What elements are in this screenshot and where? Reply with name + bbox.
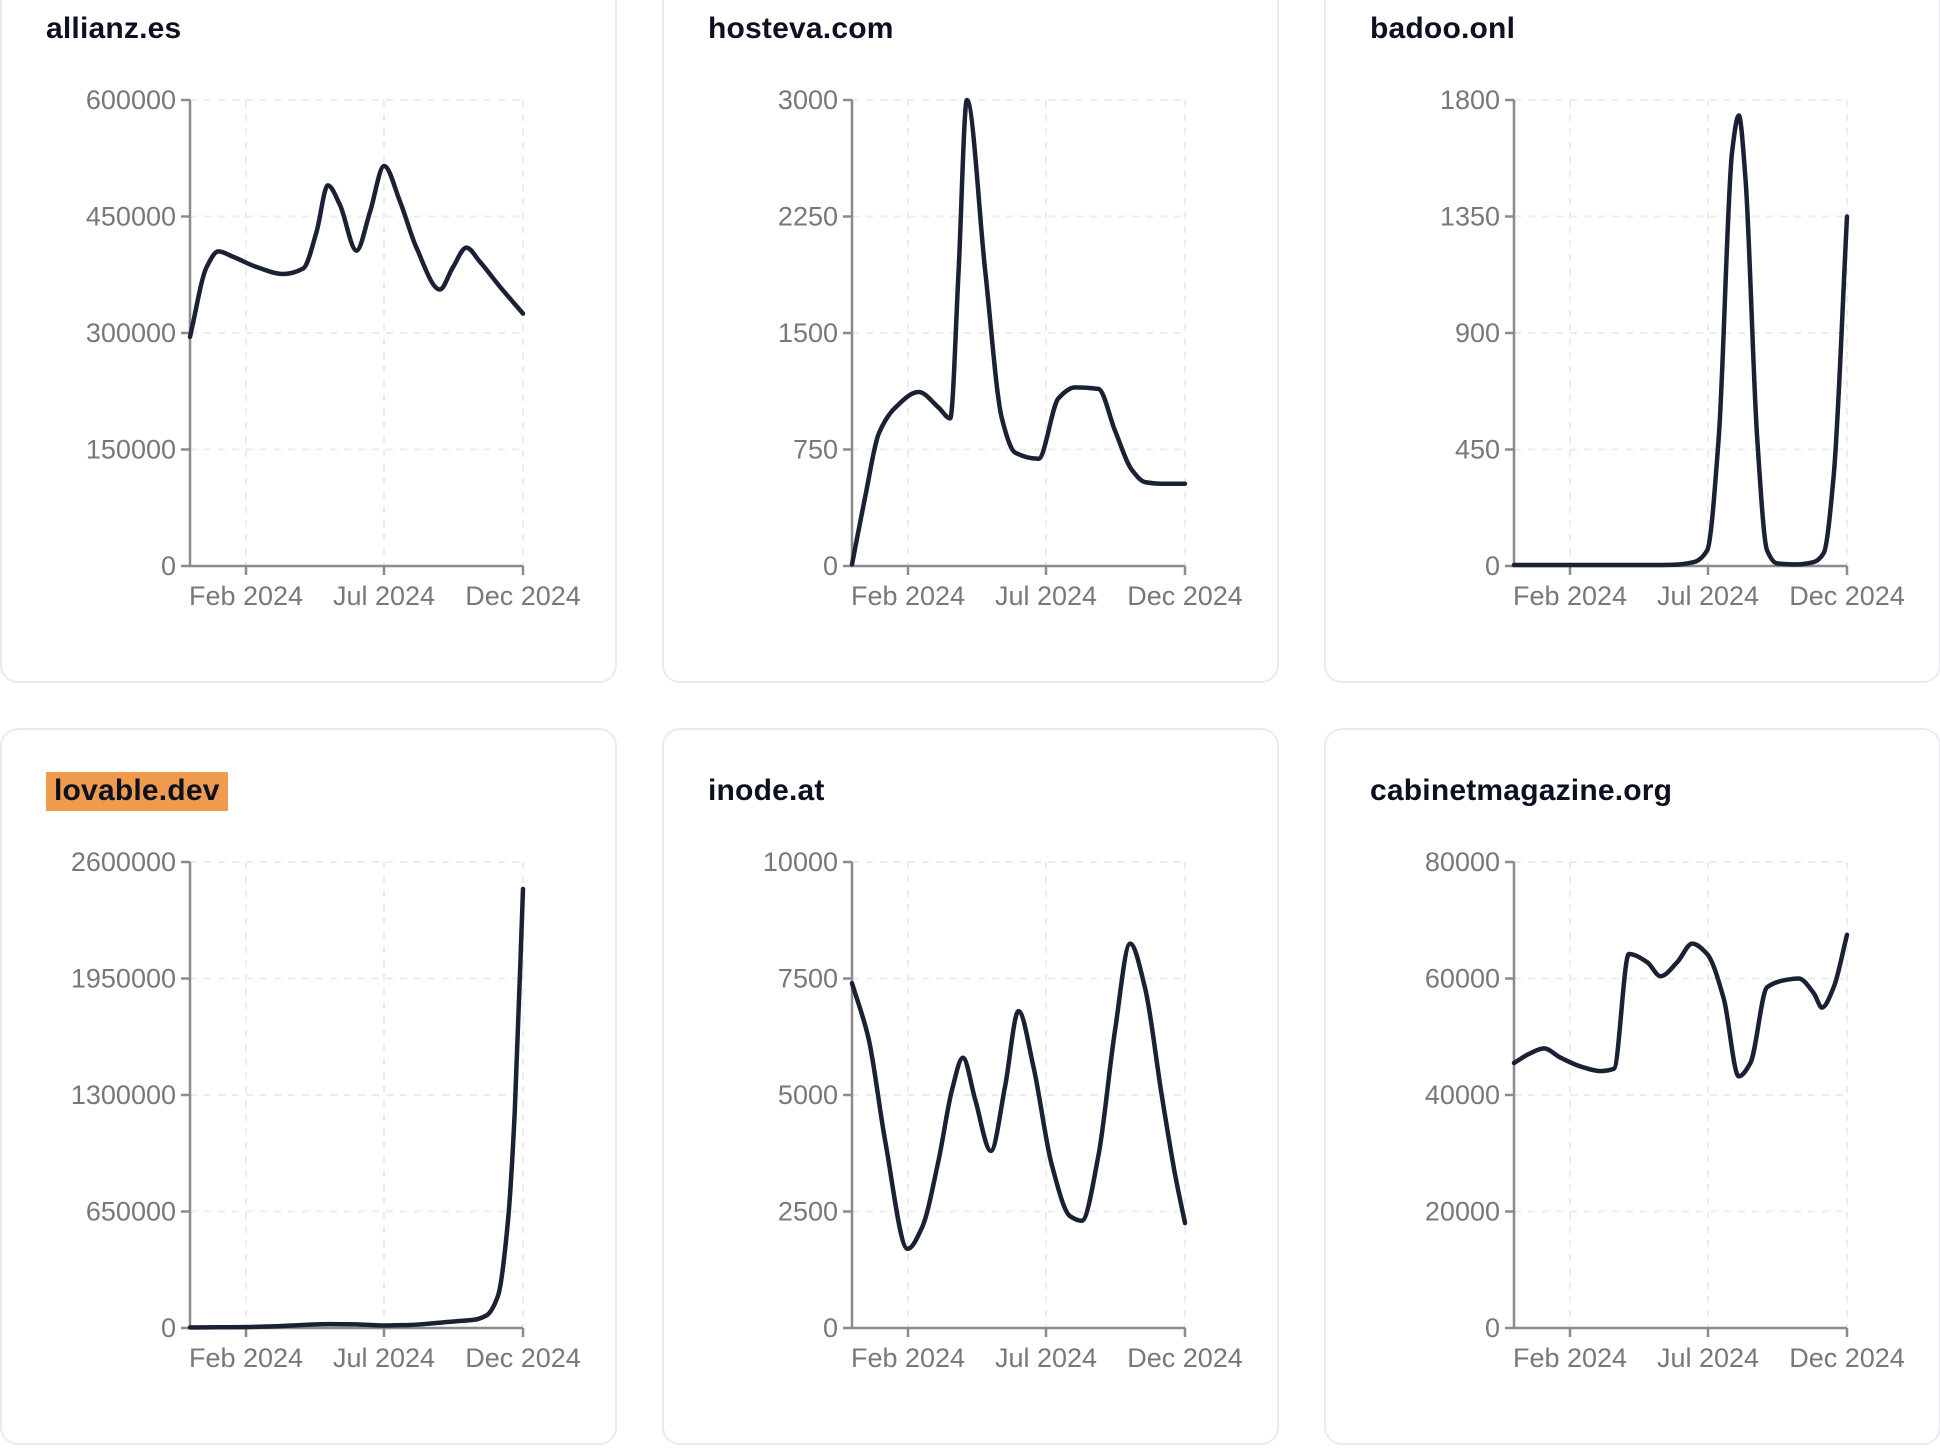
- y-axis-tick-label: 450000: [86, 202, 176, 232]
- chart-title: cabinetmagazine.org: [1370, 774, 1673, 807]
- y-axis-tick-label: 80000: [1425, 847, 1500, 877]
- y-axis-tick-label: 0: [1485, 1313, 1500, 1343]
- x-axis-tick-label: Feb 2024: [1513, 581, 1627, 611]
- chart-title-row: allianz.es: [2, 0, 615, 48]
- chart-title: allianz.es: [46, 12, 182, 45]
- x-axis-tick-label: Jul 2024: [995, 581, 1097, 611]
- chart-title-row: hosteva.com: [664, 0, 1277, 48]
- y-axis-tick-label: 1350: [1440, 202, 1500, 232]
- y-axis-tick-label: 900: [1455, 318, 1500, 348]
- y-axis-tick-label: 450: [1455, 435, 1500, 465]
- y-axis-tick-label: 1500: [778, 318, 838, 348]
- chart-line-series: [1511, 113, 1850, 568]
- chart-card: badoo.onl 0 450 900 1350 1800 Feb 2024 Jul 2024…: [1324, 0, 1940, 683]
- line-chart: 0 2500 5000 7500 10000 Feb 2024 Jul 2024 Dec 20…: [763, 847, 1243, 1373]
- y-axis-tick-label: 0: [161, 551, 176, 581]
- chart-line-series: [187, 886, 526, 1330]
- chart-title: hosteva.com: [708, 12, 894, 45]
- chart-title-row: inode.at: [664, 730, 1277, 810]
- y-axis-tick-label: 750: [793, 435, 838, 465]
- y-axis-tick-label: 0: [1485, 551, 1500, 581]
- y-axis-tick-label: 150000: [86, 435, 176, 465]
- x-axis-tick-label: Feb 2024: [189, 1343, 303, 1373]
- chart-line-series: [849, 97, 1188, 567]
- line-chart: 0 750 1500 2250 3000 Feb 2024 Jul 2024 Dec 2024: [778, 85, 1243, 611]
- x-axis-tick-label: Dec 2024: [465, 1343, 581, 1373]
- x-axis-tick-label: Dec 2024: [1127, 581, 1243, 611]
- chart-title-row: cabinetmagazine.org: [1326, 730, 1939, 810]
- line-chart: 0 150000 300000 450000 600000 Feb 2024 Jul 202…: [86, 85, 581, 611]
- x-axis-tick-label: Jul 2024: [333, 1343, 435, 1373]
- y-axis-tick-label: 20000: [1425, 1197, 1500, 1227]
- y-axis-tick-label: 7500: [778, 964, 838, 994]
- chart-card: hosteva.com 0 750 1500 2250 3000 Feb 2024 Jul 2…: [662, 0, 1279, 683]
- y-axis-tick-label: 10000: [763, 847, 838, 877]
- chart-card: cabinetmagazine.org 0 20000 40000 60000 80000…: [1324, 728, 1940, 1445]
- y-axis-tick-label: 650000: [86, 1197, 176, 1227]
- x-axis-tick-label: Jul 2024: [1657, 1343, 1759, 1373]
- y-axis-tick-label: 1950000: [71, 964, 176, 994]
- y-axis-tick-label: 600000: [86, 85, 176, 115]
- x-axis-tick-label: Dec 2024: [1127, 1343, 1243, 1373]
- y-axis-tick-label: 2250: [778, 202, 838, 232]
- y-axis-tick-label: 0: [161, 1313, 176, 1343]
- y-axis-tick-label: 60000: [1425, 964, 1500, 994]
- chart-title: inode.at: [708, 774, 825, 807]
- x-axis-tick-label: Feb 2024: [851, 581, 965, 611]
- y-axis-tick-label: 2500: [778, 1197, 838, 1227]
- line-chart: 0 450 900 1350 1800 Feb 2024 Jul 2024 Dec 2024: [1440, 85, 1905, 611]
- chart-title-highlighted: lovable.dev: [46, 772, 228, 811]
- x-axis-tick-label: Dec 2024: [1789, 1343, 1905, 1373]
- y-axis-tick-label: 3000: [778, 85, 838, 115]
- y-axis-tick-label: 300000: [86, 318, 176, 348]
- y-axis-tick-label: 0: [823, 1313, 838, 1343]
- y-axis-tick-label: 40000: [1425, 1080, 1500, 1110]
- chart-line-series: [1511, 932, 1850, 1079]
- chart-card: inode.at 0 2500 5000 7500 10000 Feb 2024 Jul 20…: [662, 728, 1279, 1445]
- chart-card: lovable.dev 0 650000 1300000 1950000 2600000 F…: [0, 728, 617, 1445]
- chart-title-row: badoo.onl: [1326, 0, 1939, 48]
- x-axis-tick-label: Jul 2024: [995, 1343, 1097, 1373]
- x-axis-tick-label: Dec 2024: [1789, 581, 1905, 611]
- x-axis-tick-label: Feb 2024: [1513, 1343, 1627, 1373]
- x-axis-tick-label: Jul 2024: [1657, 581, 1759, 611]
- chart-line-series: [849, 941, 1188, 1252]
- chart-line-series: [187, 163, 526, 340]
- y-axis-tick-label: 1800: [1440, 85, 1500, 115]
- line-chart: 0 650000 1300000 1950000 2600000 Feb 2024 Jul …: [71, 847, 581, 1373]
- y-axis-tick-label: 1300000: [71, 1080, 176, 1110]
- x-axis-tick-label: Feb 2024: [851, 1343, 965, 1373]
- chart-title: badoo.onl: [1370, 12, 1516, 45]
- x-axis-tick-label: Feb 2024: [189, 581, 303, 611]
- chart-card: allianz.es 0 150000 300000 450000 600000 Feb 2…: [0, 0, 617, 683]
- y-axis-tick-label: 2600000: [71, 847, 176, 877]
- x-axis-tick-label: Dec 2024: [465, 581, 581, 611]
- x-axis-tick-label: Jul 2024: [333, 581, 435, 611]
- chart-title-row: lovable.dev: [2, 730, 615, 811]
- line-chart: 0 20000 40000 60000 80000 Feb 2024 Jul 2024 Dec…: [1425, 847, 1905, 1373]
- y-axis-tick-label: 5000: [778, 1080, 838, 1110]
- y-axis-tick-label: 0: [823, 551, 838, 581]
